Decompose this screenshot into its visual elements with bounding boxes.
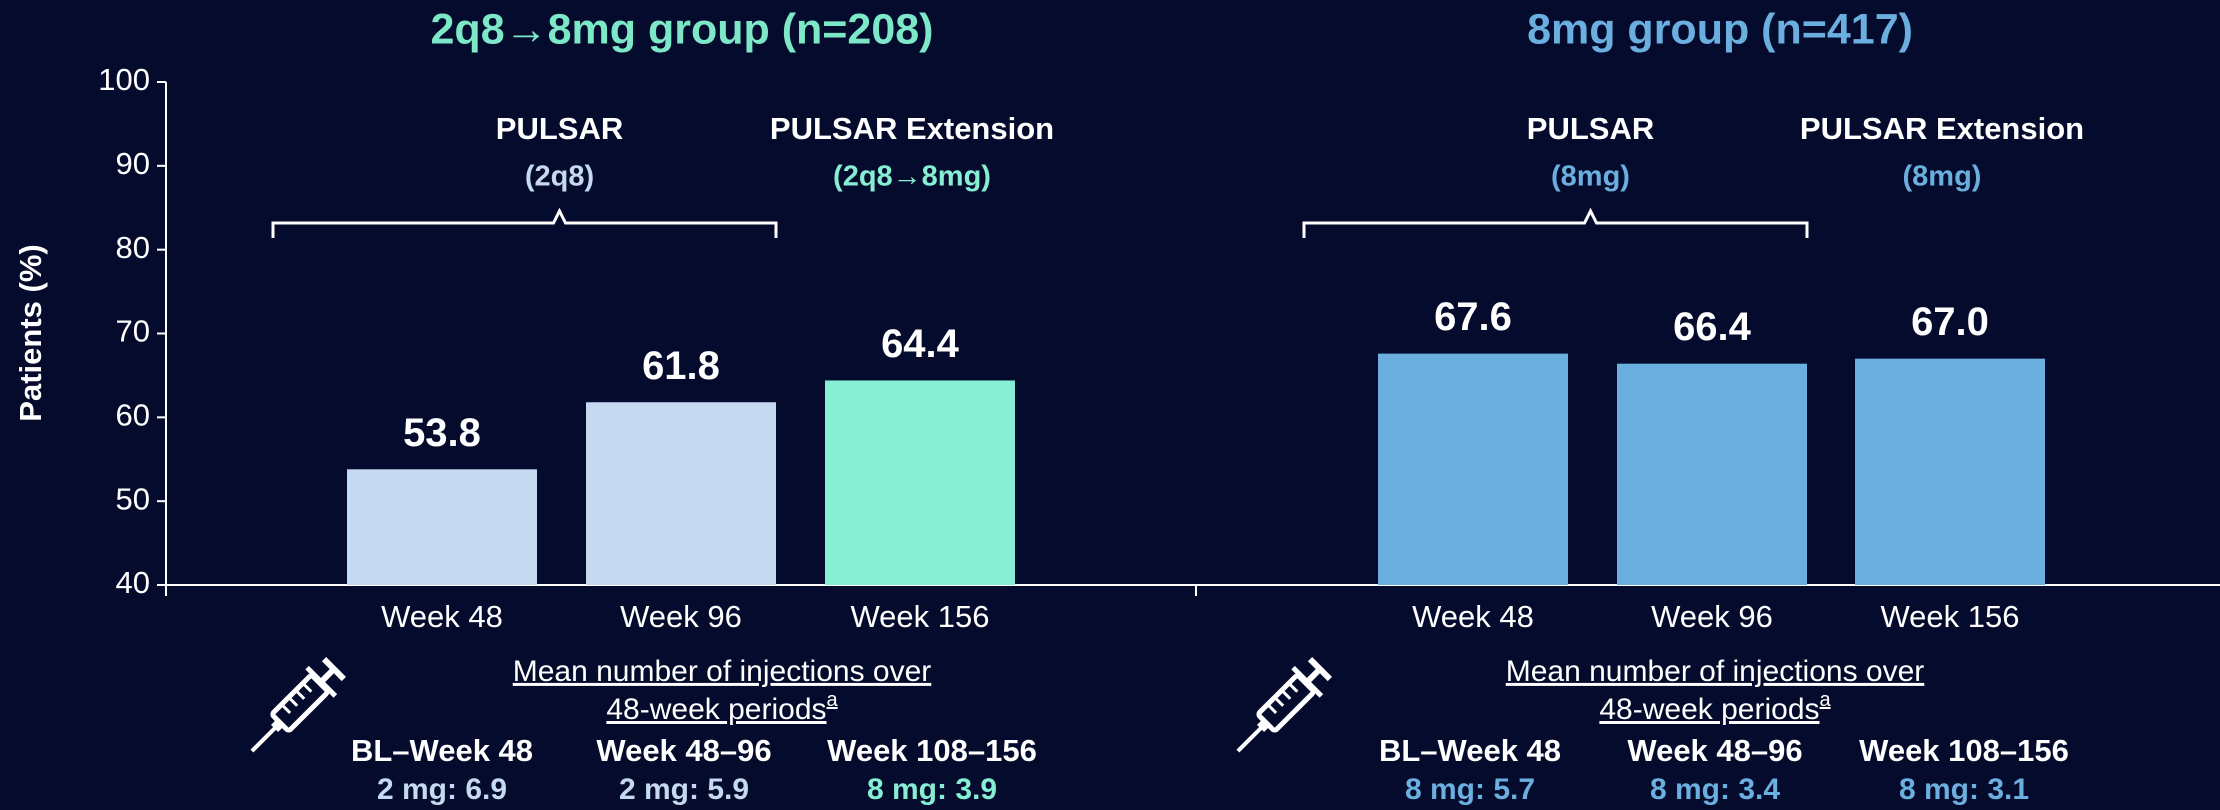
syringe-neck: [271, 719, 284, 732]
period-dose: 2 mg: 5.9: [619, 773, 749, 806]
x-tick-label: Week 48: [1412, 599, 1534, 634]
y-axis-label: Patients (%): [13, 244, 48, 421]
group-title: 2q8→8mg group (n=208): [431, 5, 934, 53]
footnote-marker: a: [1820, 689, 1832, 711]
x-tick-label: Week 48: [381, 599, 503, 634]
group-title: 8mg group (n=417): [1527, 5, 1913, 53]
period-label: Week 108–156: [1859, 733, 2069, 768]
period-label: BL–Week 48: [351, 733, 533, 768]
syringe-scale: [301, 682, 313, 693]
phase-sublabel: (8mg): [1903, 161, 1982, 193]
footnote-marker: a: [827, 689, 839, 711]
period-dose: 8 mg: 5.7: [1405, 773, 1535, 806]
injections-title: Mean number of injections over: [513, 655, 932, 688]
value-label: 67.6: [1434, 295, 1512, 339]
phase-sublabel: (2q8→8mg): [833, 161, 991, 193]
bar: [1617, 363, 1807, 585]
x-tick-label: Week 156: [850, 599, 989, 634]
syringe-scale: [280, 703, 292, 714]
y-tick-label: 80: [116, 230, 150, 265]
syringe-neck: [1257, 719, 1270, 732]
bar: [1855, 358, 2045, 585]
bar: [1378, 353, 1568, 585]
syringe-scale: [1273, 696, 1285, 707]
y-tick-label: 40: [116, 565, 150, 600]
value-label: 66.4: [1673, 305, 1752, 349]
syringe-scale: [1280, 689, 1292, 700]
phase-sublabel: (8mg): [1551, 161, 1630, 193]
x-tick-label: Week 156: [1880, 599, 2019, 634]
bar: [347, 469, 537, 585]
injections-title: 48-week periodsa: [606, 689, 838, 726]
y-tick-label: 60: [116, 398, 150, 433]
phase-sublabel: (2q8): [525, 161, 594, 193]
phase-label: PULSAR Extension: [1800, 111, 2084, 146]
y-tick-label: 50: [116, 481, 150, 516]
syringe-icon: [1236, 657, 1332, 753]
period-dose: 8 mg: 3.1: [1899, 773, 2029, 806]
phase-label: PULSAR: [1527, 111, 1654, 146]
injections-title: Mean number of injections over: [1506, 655, 1925, 688]
injections-title-line: 48-week periods: [606, 693, 826, 726]
period-label: BL–Week 48: [1379, 733, 1561, 768]
phase-label: PULSAR: [496, 111, 623, 146]
phase-label: PULSAR Extension: [770, 111, 1054, 146]
period-label: Week 108–156: [827, 733, 1037, 768]
injections-title: 48-week periodsa: [1599, 689, 1831, 726]
value-label: 64.4: [881, 322, 960, 366]
syringe-handle: [321, 657, 346, 682]
syringe-scale: [294, 689, 306, 700]
period-label: Week 48–96: [1627, 733, 1802, 768]
bar: [586, 402, 776, 585]
y-tick-label: 70: [116, 314, 150, 349]
injections-title-line: 48-week periods: [1599, 693, 1819, 726]
syringe-icon: [250, 657, 346, 753]
y-tick-label: 100: [98, 62, 150, 97]
period-dose: 8 mg: 3.9: [867, 773, 997, 806]
bar: [825, 380, 1015, 585]
value-label: 67.0: [1911, 300, 1989, 344]
syringe-flange: [305, 665, 338, 698]
phase-bracket: [1302, 207, 1809, 238]
x-tick-label: Week 96: [620, 599, 742, 634]
period-dose: 8 mg: 3.4: [1650, 773, 1780, 806]
syringe-handle: [1307, 657, 1332, 682]
x-tick-label: Week 96: [1651, 599, 1773, 634]
y-tick-label: 90: [116, 146, 150, 181]
value-label: 61.8: [642, 344, 720, 388]
period-dose: 2 mg: 6.9: [377, 773, 507, 806]
value-label: 53.8: [403, 411, 481, 455]
period-label: Week 48–96: [596, 733, 771, 768]
syringe-flange: [1291, 665, 1324, 698]
phase-bracket: [271, 207, 778, 238]
syringe-scale: [1266, 703, 1278, 714]
syringe-scale: [287, 696, 299, 707]
syringe-scale: [1287, 682, 1299, 693]
